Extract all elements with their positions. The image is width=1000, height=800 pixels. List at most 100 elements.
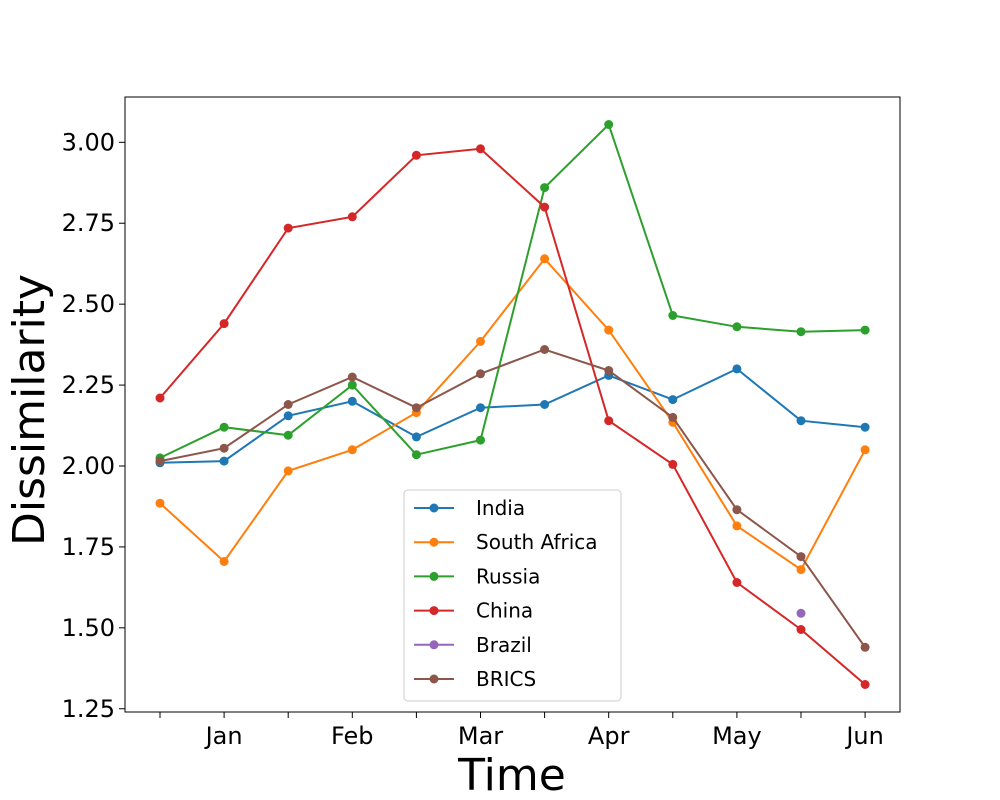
series-russia: [155, 120, 870, 463]
data-point: [860, 325, 870, 335]
data-point: [411, 450, 421, 460]
x-axis-label: Time: [457, 750, 566, 800]
data-point: [411, 432, 421, 442]
data-point: [668, 395, 678, 405]
data-point: [860, 642, 870, 652]
data-point: [668, 459, 678, 469]
data-point: [347, 380, 357, 390]
series-brics: [155, 345, 870, 652]
data-point: [219, 456, 229, 466]
legend-swatch-marker: [429, 640, 439, 650]
data-point: [604, 416, 614, 426]
data-point: [540, 254, 550, 264]
data-point: [796, 552, 806, 562]
data-point: [155, 498, 165, 508]
y-tick-label: 3.00: [62, 128, 115, 156]
legend-label: BRICS: [476, 667, 536, 691]
data-point: [283, 411, 293, 421]
data-point: [796, 625, 806, 634]
data-point: [732, 364, 742, 374]
x-tick-label: Apr: [588, 722, 630, 750]
data-point: [732, 578, 742, 587]
data-point: [476, 369, 485, 379]
y-tick-label: 1.75: [62, 533, 115, 561]
data-point: [604, 325, 614, 335]
x-tick-label: Mar: [458, 722, 503, 750]
data-point: [219, 557, 229, 566]
legend-swatch-marker: [429, 537, 439, 547]
data-point: [347, 396, 357, 406]
y-tick-label: 2.25: [62, 371, 115, 399]
data-point: [540, 202, 550, 212]
y-axis-label: Dissimilarity: [4, 274, 55, 546]
legend-label: India: [476, 496, 525, 520]
legend-label: Brazil: [476, 633, 532, 657]
legend-box: [403, 489, 622, 702]
data-point: [732, 322, 742, 332]
legend-item-russia: Russia: [414, 564, 540, 588]
series-china: [155, 144, 870, 689]
legend-label: China: [476, 599, 533, 623]
data-point: [604, 120, 614, 129]
data-point: [155, 393, 165, 403]
data-point: [347, 372, 357, 382]
legend-item-china: China: [414, 599, 533, 623]
data-point: [476, 144, 485, 154]
data-point: [283, 430, 293, 440]
y-tick-label: 2.00: [62, 452, 115, 480]
series-brazil: [796, 608, 806, 618]
data-point: [219, 319, 229, 329]
data-point: [283, 466, 293, 476]
series-line: [159, 122, 866, 459]
legend-item-brazil: Brazil: [414, 633, 532, 657]
series-south-africa: [155, 254, 870, 575]
legend-swatch-marker: [429, 571, 439, 581]
data-point: [476, 435, 485, 445]
legend: India South Africa Russia China Brazil BRICS: [403, 489, 622, 702]
data-point: [860, 680, 870, 689]
data-point: [540, 183, 550, 193]
legend-swatch-marker: [429, 503, 439, 513]
data-point: [476, 336, 485, 346]
series-line: [159, 348, 866, 648]
legend-item-india: India: [414, 496, 525, 520]
data-point: [732, 505, 742, 515]
data-point: [860, 445, 870, 455]
data-point: [796, 327, 806, 337]
data-point: [732, 521, 742, 531]
x-tick-label: Jan: [204, 722, 243, 750]
y-tick-label: 2.50: [62, 290, 115, 318]
data-point: [796, 608, 806, 618]
series-line: [159, 257, 866, 572]
x-tick-label: Jun: [844, 722, 884, 750]
data-point: [155, 456, 165, 466]
y-tick-label: 2.75: [62, 209, 115, 237]
legend-swatch-marker: [429, 606, 439, 616]
x-tick-label: May: [712, 722, 762, 750]
series-line: [159, 367, 866, 464]
y-tick-label: 1.25: [62, 695, 115, 723]
data-point: [219, 443, 229, 453]
data-point: [540, 400, 550, 409]
y-tick-label: 1.50: [62, 614, 115, 642]
data-point: [347, 212, 357, 222]
data-point: [668, 311, 678, 320]
legend-item-brics: BRICS: [414, 667, 536, 691]
data-point: [283, 400, 293, 409]
data-point: [283, 223, 293, 233]
legend-label: South Africa: [476, 530, 598, 554]
legend-swatch-marker: [429, 674, 439, 684]
data-point: [347, 445, 357, 455]
data-point: [796, 416, 806, 426]
data-point: [604, 366, 614, 375]
data-point: [219, 422, 229, 432]
axes: 1.25 1.50 1.75 2.00 2.25 2.50 2.75 3.00 Jan Feb Ma…: [62, 96, 901, 750]
series-line: [159, 147, 866, 686]
series-india: [155, 364, 870, 468]
x-tick-label: Feb: [331, 722, 374, 750]
plot-area: [155, 120, 870, 689]
data-point: [860, 422, 870, 432]
data-point: [411, 150, 421, 160]
data-point: [411, 403, 421, 413]
